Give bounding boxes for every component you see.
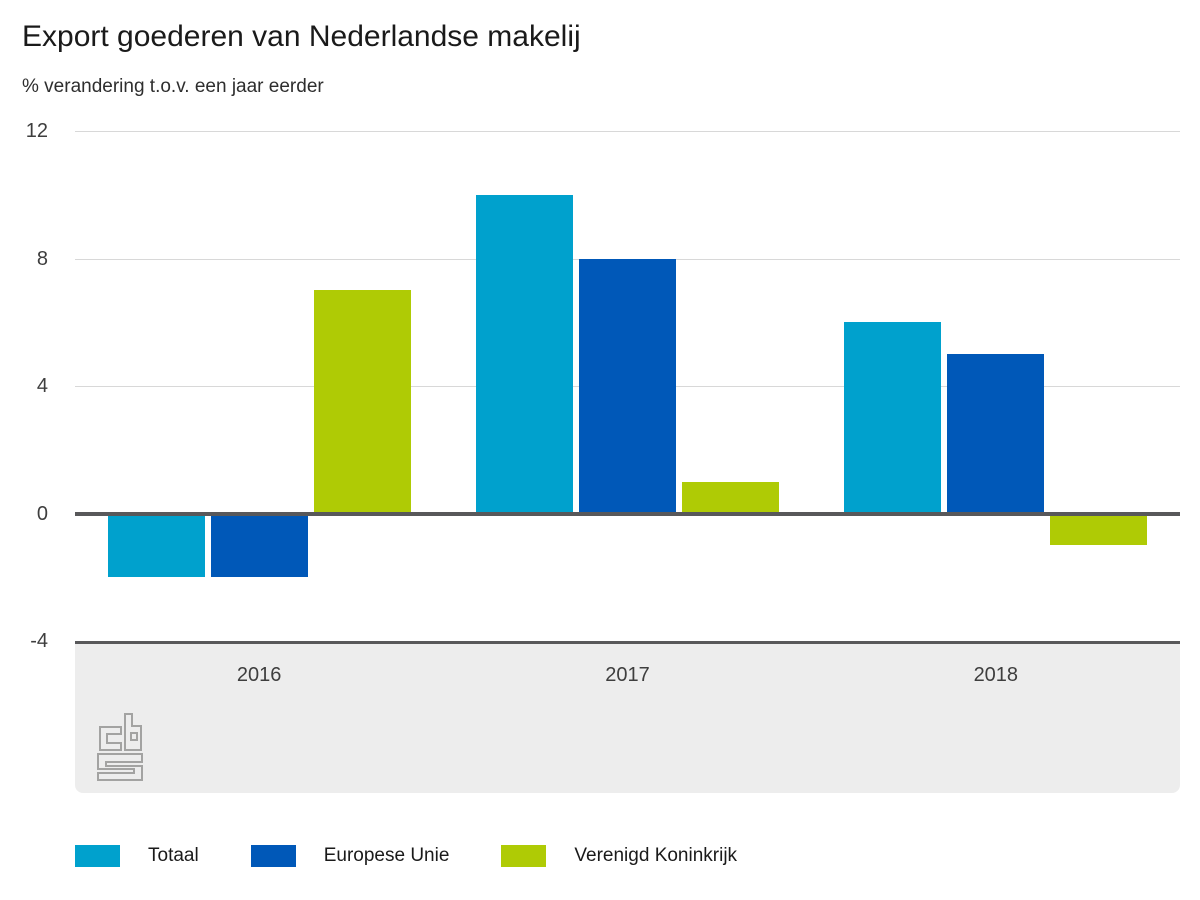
bar-europese-unie-2018[interactable] xyxy=(947,354,1045,514)
bar-totaal-2017[interactable] xyxy=(476,194,573,514)
bar-verenigd-koninkrijk-2018[interactable] xyxy=(1050,513,1148,546)
legend-item-totaal[interactable]: Totaal xyxy=(75,845,199,867)
bar-verenigd-koninkrijk-2016[interactable] xyxy=(313,290,411,514)
legend-item-label: Verenigd Koninkrijk xyxy=(574,845,738,866)
x-category-label-2016: 2016 xyxy=(236,664,282,686)
gridline-12 xyxy=(75,131,1180,132)
plot-area xyxy=(75,131,1180,641)
y-tick-label-12: 12 xyxy=(25,120,48,142)
legend-item-label: Europese Unie xyxy=(323,845,450,866)
x-category-label-2018: 2018 xyxy=(973,664,1019,686)
legend-item-europese-unie[interactable]: Europese Unie xyxy=(250,845,450,867)
x-category-label-2017: 2017 xyxy=(605,664,650,686)
y-tick-label-0: 0 xyxy=(36,502,48,525)
legend: Totaal Europese Unie Verenigd Koninkrijk xyxy=(75,845,737,867)
legend-swatch-totaal xyxy=(75,845,120,867)
bar-totaal-2018[interactable] xyxy=(844,322,942,514)
y-tick-label-4: 4 xyxy=(36,375,48,397)
legend-item-verenigd-koninkrijk[interactable]: Verenigd Koninkrijk xyxy=(501,845,737,867)
bar-verenigd-koninkrijk-2017[interactable] xyxy=(682,481,779,514)
y-tick-label--4: -4 xyxy=(30,630,48,652)
cbs-logo-icon xyxy=(97,712,143,787)
legend-swatch-europese-unie xyxy=(250,845,296,867)
y-axis: 12 8 4 0 -4 xyxy=(0,120,48,652)
zero-line xyxy=(75,511,1180,516)
legend-swatch-verenigd-koninkrijk xyxy=(501,845,547,867)
bar-europese-unie-2016[interactable] xyxy=(210,513,308,578)
chart-subtitle: % verandering t.o.v. een jaar eerder xyxy=(22,76,324,97)
bar-totaal-2016[interactable] xyxy=(107,513,205,578)
page-title: Export goederen van Nederlandse makelij xyxy=(22,20,581,53)
bar-europese-unie-2017[interactable] xyxy=(579,258,676,514)
x-axis-band: 2016 2017 2018 xyxy=(75,641,1180,793)
legend-item-label: Totaal xyxy=(148,845,199,866)
y-tick-label-8: 8 xyxy=(36,247,48,270)
